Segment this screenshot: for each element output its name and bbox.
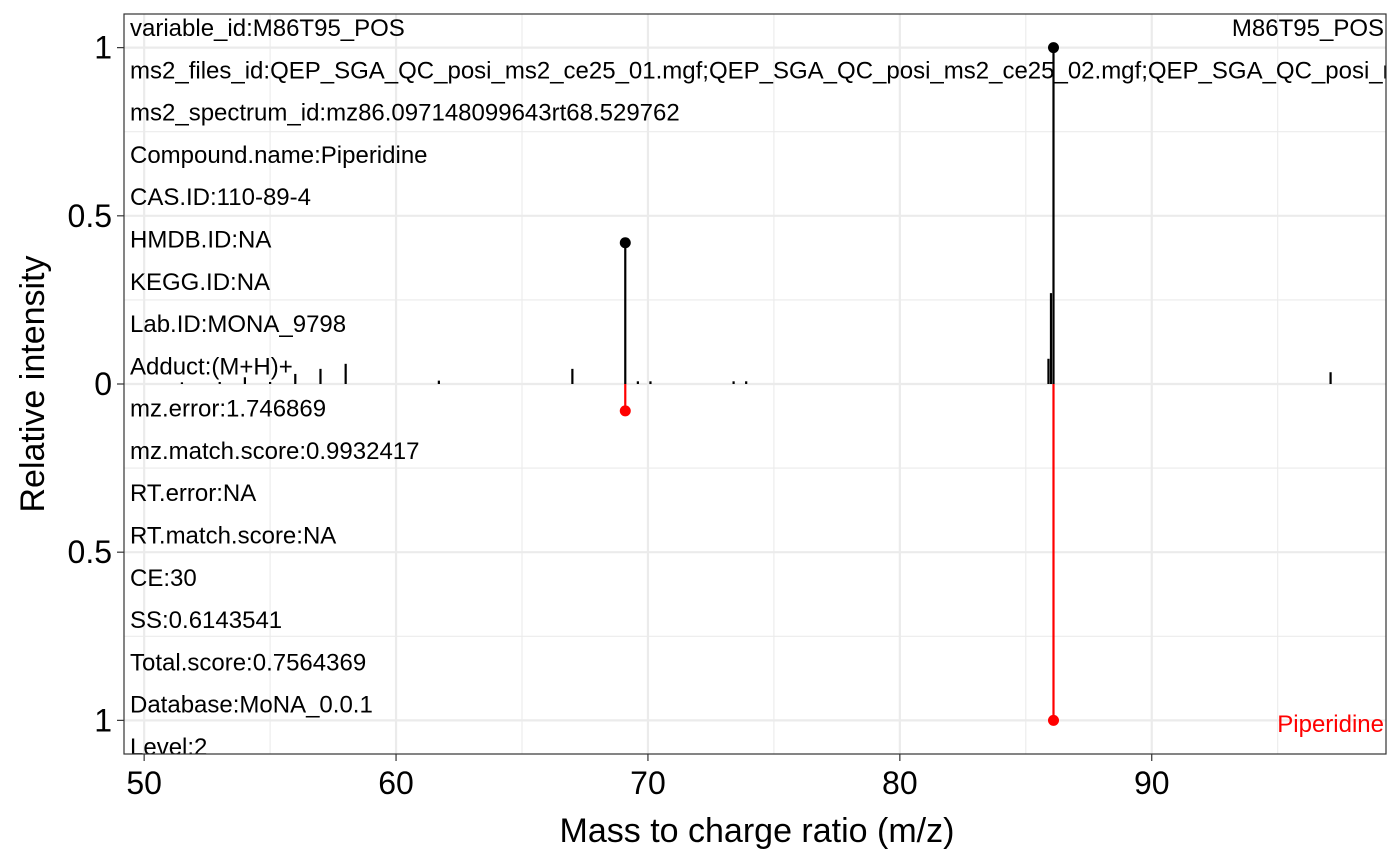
annotation-line: CE:30: [130, 565, 197, 592]
reference-point: [1047, 714, 1059, 726]
x-tick-label: 90: [1134, 765, 1170, 801]
series-labels: M86T95_POS Piperidine: [1232, 15, 1384, 738]
reference-series-label: Piperidine: [1277, 711, 1384, 738]
x-axis: 50 60 70 80 90: [126, 754, 1170, 801]
experimental-peaks: [180, 42, 1332, 384]
annotation-line: mz.error:1.746869: [130, 396, 326, 423]
annotation-line: RT.error:NA: [130, 480, 256, 507]
annotation-line: Database:MoNA_0.0.1: [130, 692, 373, 719]
annotation-line: Level:2: [130, 734, 207, 761]
annotation-line: Compound.name:Piperidine: [130, 142, 428, 169]
x-tick-label: 70: [630, 765, 666, 801]
annotation-line: RT.match.score:NA: [130, 523, 336, 550]
annotation-line: Adduct:(M+H)+: [130, 353, 293, 380]
x-tick-label: 50: [126, 765, 162, 801]
annotation-line: variable_id:M86T95_POS: [130, 15, 405, 42]
reference-point: [619, 405, 631, 417]
experimental-matched-point: [619, 237, 631, 249]
annotation-line: Lab.ID:MONA_9798: [130, 311, 346, 338]
annotation-line: ms2_spectrum_id:mz86.097148099643rt68.52…: [130, 100, 680, 127]
grid-major: [124, 14, 1386, 754]
experimental-series-label: M86T95_POS: [1232, 15, 1384, 42]
x-axis-title: Mass to charge ratio (m/z): [560, 812, 955, 850]
y-axis-title: Relative intensity: [14, 255, 52, 512]
x-tick-label: 60: [378, 765, 414, 801]
annotation-line: Total.score:0.7564369: [130, 649, 366, 676]
y-tick-label: 1: [94, 702, 112, 738]
annotation-line: HMDB.ID:NA: [130, 226, 271, 253]
x-tick-label: 80: [882, 765, 918, 801]
annotation-line: KEGG.ID:NA: [130, 269, 270, 296]
annotation-line: mz.match.score:0.9932417: [130, 438, 420, 465]
y-tick-label: 0.5: [68, 534, 112, 570]
y-tick-label: 1: [94, 30, 112, 66]
y-tick-label: 0: [94, 366, 112, 402]
experimental-matched-point: [1047, 42, 1059, 54]
y-axis: 1 0.5 0 0.5 1: [68, 30, 124, 738]
annotation-line: CAS.ID:110-89-4: [130, 184, 311, 211]
y-tick-label: 0.5: [68, 198, 112, 234]
annotation-block: variable_id:M86T95_POS ms2_files_id:QEP_S…: [130, 15, 1400, 761]
reference-peaks: [619, 384, 1059, 726]
annotation-line: SS:0.6143541: [130, 607, 282, 634]
annotation-line: ms2_files_id:QEP_SGA_QC_posi_ms2_ce25_01…: [130, 57, 1400, 84]
